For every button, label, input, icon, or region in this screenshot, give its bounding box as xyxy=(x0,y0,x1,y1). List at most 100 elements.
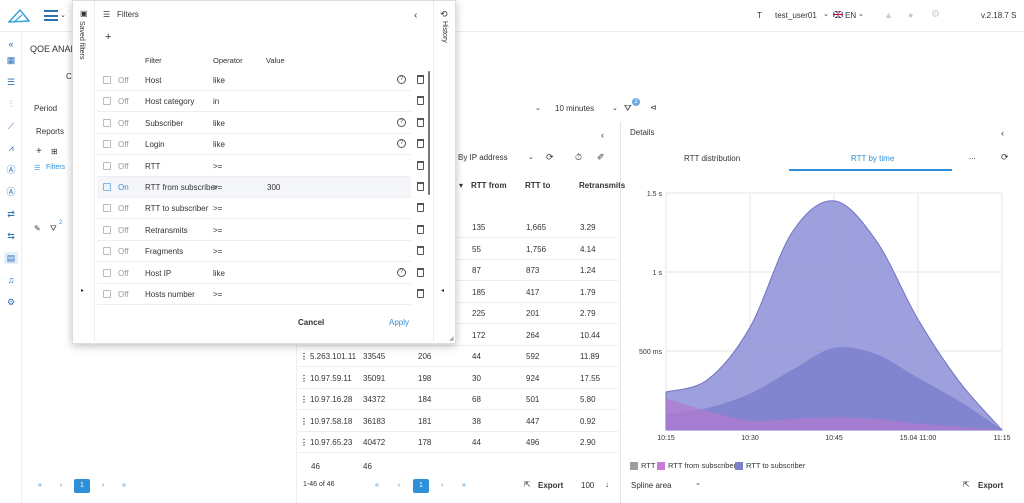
prev-page-button[interactable]: ‹ xyxy=(59,482,63,489)
next-page-button[interactable]: › xyxy=(440,482,444,489)
exchange-icon[interactable]: ⇆ xyxy=(7,231,15,241)
history-tab[interactable]: History xyxy=(441,21,448,43)
area-rtt-from-subscriber[interactable] xyxy=(666,398,1002,430)
dashboard-icon[interactable]: ▦ xyxy=(6,55,16,65)
filter-enable-checkbox[interactable] xyxy=(103,183,111,191)
chevron-down-icon[interactable]: ⌄ xyxy=(60,12,66,19)
saved-filters-tab[interactable]: Saved filters xyxy=(78,21,85,60)
trash-icon[interactable] xyxy=(417,139,424,149)
refresh-icon[interactable]: ⟳ xyxy=(546,152,554,162)
trash-icon[interactable] xyxy=(417,203,424,213)
help-icon[interactable]: ? xyxy=(397,75,406,84)
filter-row[interactable]: Off Fragments >= xyxy=(97,241,424,263)
filters-link[interactable]: Filters xyxy=(46,164,66,171)
table-row[interactable]: 135 1,665 3.29 xyxy=(298,217,618,238)
group-by-select[interactable]: By IP address xyxy=(458,153,508,162)
menu-icon[interactable] xyxy=(44,10,58,21)
settings-list-icon[interactable]: ☰ xyxy=(6,77,16,87)
help-icon[interactable]: ? xyxy=(397,267,406,277)
trash-icon[interactable] xyxy=(417,182,424,191)
history-icon[interactable]: ⟲ xyxy=(440,9,448,19)
filter-list-scrollbar[interactable] xyxy=(428,71,430,195)
table-row[interactable]: ⋮ 5.263.101.11 33545 206 44 592 11.89 xyxy=(298,346,618,367)
page-button-current[interactable]: 1 xyxy=(413,479,429,493)
filter-enable-checkbox[interactable] xyxy=(103,161,111,170)
timer-icon[interactable]: ⏱ xyxy=(575,152,583,162)
filter-enable-checkbox[interactable] xyxy=(103,204,111,213)
column-retransmits[interactable]: Retransmits xyxy=(579,181,626,190)
filter-enable-checkbox[interactable] xyxy=(103,76,111,84)
legend-item-rtt-from-subscriber[interactable]: RTT from subscriber xyxy=(668,461,737,470)
bell-icon[interactable]: ♫ xyxy=(7,275,15,285)
area-rtt-secondary[interactable] xyxy=(666,346,1002,430)
trash-icon[interactable] xyxy=(417,75,424,84)
language-selector[interactable]: EN xyxy=(845,11,857,20)
filter-enable-checkbox[interactable] xyxy=(103,290,111,298)
username-menu[interactable]: test_user01 xyxy=(775,11,817,20)
gears-icon[interactable]: ⚙ xyxy=(6,297,16,307)
chevron-down-icon[interactable]: ⌄ xyxy=(528,154,534,161)
resize-handle-icon[interactable]: ◢ xyxy=(449,336,454,342)
filter-row[interactable]: Off Retransmits >= xyxy=(97,220,424,241)
bell-icon[interactable]: ▲ xyxy=(884,10,893,20)
sort-desc-icon[interactable]: ▾ xyxy=(459,181,464,190)
area-rtt-to-subscriber[interactable] xyxy=(665,200,1004,431)
refresh-icon[interactable]: ⟳ xyxy=(1001,152,1009,162)
brush-icon[interactable]: ✐ xyxy=(597,152,605,162)
help-icon[interactable]: ? xyxy=(397,117,406,127)
table-row[interactable]: 225 201 2.79 xyxy=(298,303,618,324)
filter-operator[interactable]: like xyxy=(213,268,226,278)
collapse-icon[interactable]: « xyxy=(8,39,14,49)
export-button[interactable]: Export xyxy=(978,481,1004,490)
filter-operator[interactable]: >= xyxy=(213,290,223,299)
megaphone-icon[interactable]: ⊲ xyxy=(650,103,657,112)
cancel-button[interactable]: Cancel xyxy=(298,318,325,327)
filter-row[interactable]: Off Host like? xyxy=(97,70,424,91)
first-page-button[interactable]: « xyxy=(38,482,42,489)
tab-rtt-by-time[interactable]: RTT by time xyxy=(851,154,895,163)
edit-icon[interactable]: ✎ xyxy=(34,224,41,233)
collapse-arrow-icon[interactable]: ◂ xyxy=(441,288,445,294)
legend-item-rtt[interactable]: RTT xyxy=(641,461,656,470)
transfer-icon[interactable]: ⇄ xyxy=(7,209,15,219)
filter-enable-checkbox[interactable] xyxy=(103,268,111,277)
more-options-button[interactable]: ... xyxy=(969,152,976,161)
arrow-down-icon[interactable]: ↓ xyxy=(605,480,609,489)
page-size-select[interactable]: 100 xyxy=(581,481,595,490)
filter-operator[interactable]: >= xyxy=(213,161,223,171)
row-menu-icon[interactable]: ⋮ xyxy=(300,395,308,404)
tab-rtt-distribution[interactable]: RTT distribution xyxy=(684,154,741,163)
filter-operator[interactable]: in xyxy=(213,97,220,107)
table-row[interactable]: 87 873 1.24 xyxy=(298,260,618,281)
interval-select[interactable]: 10 minutes xyxy=(555,104,595,113)
chevron-down-icon[interactable]: ⌄ xyxy=(535,105,541,112)
filter-operator[interactable]: >= xyxy=(213,204,223,214)
trash-icon[interactable] xyxy=(417,246,424,256)
filter-row[interactable]: On RTT from subscriber >= 300 xyxy=(97,177,424,198)
help-icon[interactable]: ? xyxy=(397,139,406,149)
filter-enable-checkbox[interactable] xyxy=(103,118,111,127)
chart-icon[interactable]: ⫶ xyxy=(9,99,13,109)
chart-type-select[interactable]: Spline area xyxy=(631,481,672,490)
filter-value[interactable]: 300 xyxy=(267,183,281,192)
trash-icon[interactable] xyxy=(417,117,424,127)
prev-page-button[interactable]: ‹ xyxy=(397,482,401,489)
collapse-icon[interactable]: ‹ xyxy=(414,10,418,21)
row-menu-icon[interactable]: ⋮ xyxy=(300,438,308,447)
row-menu-icon[interactable]: ⋮ xyxy=(300,416,308,426)
column-rtt-to[interactable]: RTT to xyxy=(525,181,551,190)
row-menu-icon[interactable]: ⋮ xyxy=(300,373,308,383)
grid-icon[interactable]: ⊞ xyxy=(51,147,58,156)
subscriber-alt-icon[interactable]: Ⓐ xyxy=(6,187,16,197)
collapse-icon[interactable]: ‹ xyxy=(601,130,604,140)
filter-enable-checkbox[interactable] xyxy=(103,247,111,256)
filter-row[interactable]: Off Hosts number >= xyxy=(97,284,424,305)
filter-operator[interactable]: >= xyxy=(213,247,223,257)
line-chart-icon[interactable]: ⟋ xyxy=(7,121,15,131)
table-row[interactable]: ⋮ 10.97.16.28 34372 184 68 501 5.80 xyxy=(298,389,618,410)
first-page-button[interactable]: « xyxy=(375,482,379,489)
collapse-icon[interactable]: ‹ xyxy=(1001,128,1004,138)
apply-button[interactable]: Apply xyxy=(389,318,410,327)
export-button[interactable]: Export xyxy=(538,481,564,490)
chevron-down-icon[interactable]: ⌄ xyxy=(612,105,618,112)
